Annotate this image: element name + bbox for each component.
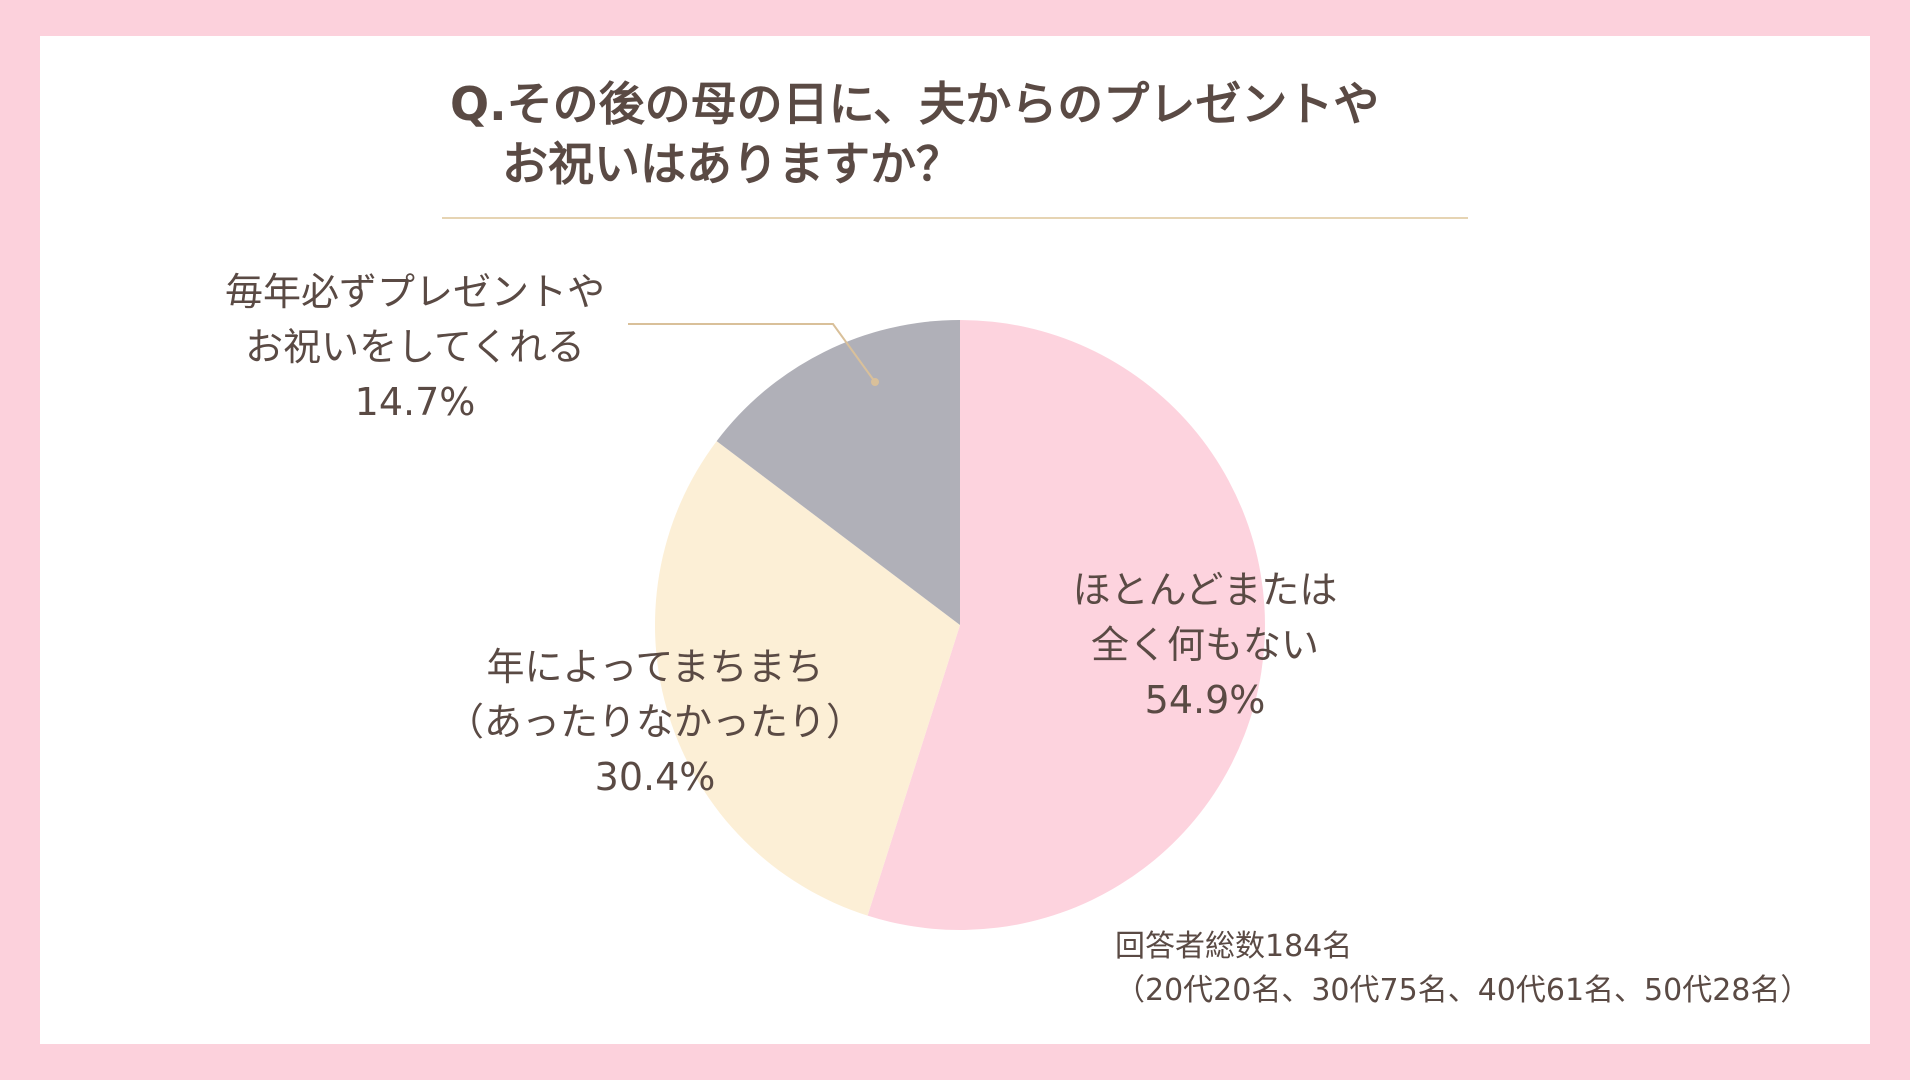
slice-value-varies: 30.4% [594,755,716,799]
slice-label-none: ほとんどまたは 全く何もない 54.9% [1050,563,1360,728]
leader-line-dot [871,378,879,386]
leader-line [628,323,876,383]
chart-title: Q.その後の母の日に、夫からのプレゼントや お祝いはありますか？ [450,74,1379,194]
pie-slice-varies [654,441,960,916]
slice-label-every-year: 毎年必ずプレゼントや お祝いをしてくれる 14.7% [210,265,620,430]
slice-label-every-year-line-1: 毎年必ずプレゼントや [224,270,605,314]
slice-label-none-line-2: 全く何もない [1090,623,1319,667]
slice-label-every-year-line-2: お祝いをしてくれる [245,325,585,369]
respondent-note: 回答者総数184名 （20代20名、30代75名、40代61名、50代28名） [1115,925,1810,1013]
slice-label-none-line-1: ほとんどまたは [1072,568,1338,612]
slice-value-every-year: 14.7% [354,380,476,424]
slice-label-varies-line-1: 年によってまちまち [486,645,824,689]
pie-slice-every-year [716,319,960,625]
respondent-breakdown: （20代20名、30代75名、40代61名、50代28名） [1115,973,1811,1008]
chart-title-line-2: お祝いはありますか？ [502,137,962,191]
slice-label-varies: 年によってまちまち （あったりなかったり） 30.4% [420,640,890,805]
respondent-total: 回答者総数184名 [1115,929,1353,964]
title-divider [442,217,1468,219]
chart-title-line-1: Q.その後の母の日に、夫からのプレゼントや [450,77,1380,131]
slice-value-none: 54.9% [1144,678,1266,722]
slice-label-varies-line-2: （あったりなかったり） [445,700,864,744]
pie-slice-none [867,320,1265,930]
